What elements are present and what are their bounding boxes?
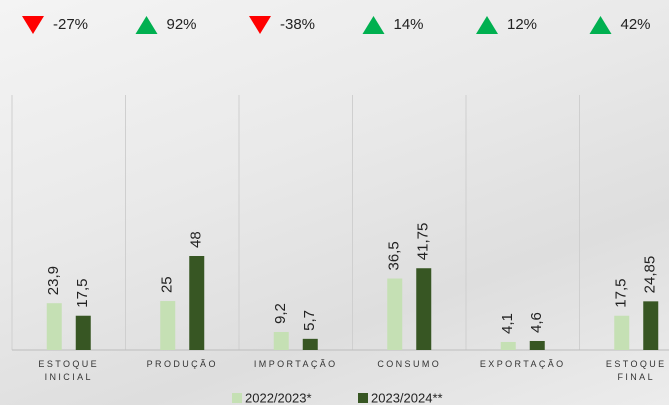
bar [160, 301, 176, 350]
category-label: EXPORTAÇÃO [479, 359, 566, 369]
value-label: 23,9 [45, 266, 62, 295]
bar [46, 303, 62, 350]
bar [189, 256, 205, 350]
bar [273, 331, 289, 350]
change-label: 14% [394, 16, 424, 33]
value-label: 41,75 [415, 223, 432, 261]
value-label: 4,1 [499, 313, 516, 334]
value-label: 9,2 [272, 303, 289, 324]
value-label: 24,85 [642, 256, 659, 294]
legend-label: 2022/2023* [245, 390, 312, 405]
category-label: ESTOQUE FINAL [605, 359, 667, 382]
bar [416, 268, 432, 350]
category-label: PRODUÇÃO [146, 359, 218, 369]
category-label: ESTOQUE INICIAL [38, 359, 100, 382]
change-label: 12% [507, 16, 537, 33]
value-label: 5,7 [301, 310, 318, 331]
down-arrow [22, 16, 44, 34]
bar [302, 338, 318, 350]
value-label: 4,6 [528, 312, 545, 333]
category-label: IMPORTAÇÃO [253, 359, 338, 369]
up-arrow [135, 16, 158, 34]
bar [614, 315, 630, 350]
up-arrow [589, 16, 612, 34]
change-label: 42% [621, 16, 651, 33]
up-arrow [476, 16, 498, 34]
change-label: 92% [167, 16, 197, 33]
value-label: 36,5 [386, 241, 403, 270]
down-arrow [249, 16, 271, 34]
value-label: 25 [159, 276, 176, 293]
bar [500, 341, 516, 350]
change-label: -38% [280, 16, 315, 33]
bar [643, 301, 659, 350]
legend-swatch [232, 393, 242, 403]
bar [387, 278, 403, 350]
legend-swatch [358, 393, 368, 403]
value-label: 48 [188, 231, 205, 248]
value-label: 17,5 [613, 279, 630, 308]
up-arrow [362, 16, 385, 34]
value-label: 17,5 [74, 279, 91, 308]
category-label: CONSUMO [377, 359, 442, 369]
change-label: -27% [53, 16, 88, 33]
legend-label: 2023/2024** [371, 390, 443, 405]
bar [529, 340, 545, 350]
bar [75, 315, 91, 350]
